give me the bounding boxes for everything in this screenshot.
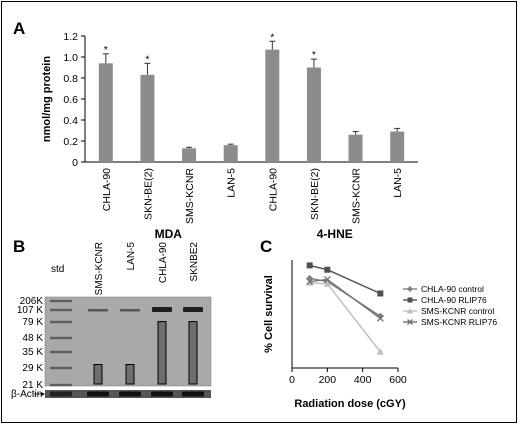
beta-actin-band <box>151 391 173 397</box>
beta-actin-band <box>87 391 109 397</box>
bar-chart-a: nmol/mg protein 0 0.2 0.4 0.6 0.8 1.0 1.2 * * * *… <box>41 31 418 241</box>
bar-chart-y-tick-label: 0.2 <box>63 136 78 148</box>
bar-chart-y-tick-label: 0.4 <box>63 115 78 127</box>
bar-chart-y-axis-title: nmol/mg protein <box>41 56 53 142</box>
bar-group-label: 4-HNE <box>317 227 353 241</box>
std-ladder-band <box>50 320 72 324</box>
bar <box>98 63 113 162</box>
densitometry-bar <box>93 364 103 385</box>
line-chart-x-axis-title: Radiation dose (cGY) <box>294 398 406 410</box>
blot-lane-label: LAN-5 <box>126 242 137 271</box>
blot-marker-label: 48 K <box>22 333 43 344</box>
bar-group-label: MDA <box>155 227 183 241</box>
bar-category-label: SKN-BE(2) <box>309 168 321 220</box>
blot-marker-label: 21 K <box>22 380 43 391</box>
bar-chart-y-tick-label: 1.2 <box>63 31 78 43</box>
bar <box>223 145 238 162</box>
bar-category-label: SKN-BE(2) <box>142 168 154 220</box>
rlip76-band <box>120 309 140 312</box>
densitometry-bar <box>125 364 135 385</box>
rlip76-band <box>88 309 108 312</box>
blot-lane-label: SKNBE2 <box>189 242 200 282</box>
line-marker-x <box>407 319 413 325</box>
bar-chart-y-tick-label: 1.0 <box>63 52 78 64</box>
bar <box>140 74 155 162</box>
significance-marker: * <box>312 49 316 61</box>
rlip76-band <box>152 307 172 312</box>
beta-actin-band <box>50 391 72 397</box>
bar <box>390 131 405 162</box>
line-marker-triangle <box>376 348 384 355</box>
blot-lane-label: SMS-KCNR <box>94 242 105 295</box>
line-chart-c: % Cell survival Radiation dose (cGY) 0 20… <box>263 260 497 410</box>
significance-marker: * <box>145 53 149 65</box>
panel-b-letter: B <box>13 237 25 256</box>
line-marker-diamond <box>376 312 384 320</box>
significance-marker: * <box>104 44 108 56</box>
panel-a-letter: A <box>13 19 25 38</box>
series-line <box>309 278 381 319</box>
line-marker-triangle <box>323 280 331 287</box>
line-chart-x-tick-label: 400 <box>354 374 372 386</box>
line-marker-square <box>306 262 313 269</box>
std-ladder-band <box>50 366 72 370</box>
std-ladder-band <box>50 336 72 340</box>
bar-category-label: CHLA-90 <box>267 168 279 211</box>
legend-entry-label: CHLA-90 control <box>421 284 484 294</box>
panel-c-letter: C <box>260 237 272 256</box>
blot-marker-label: 29 K <box>22 363 43 374</box>
blot-marker-label: 206K <box>20 296 44 307</box>
line-marker-x <box>306 278 314 286</box>
blot-marker-label: 79 K <box>22 317 43 328</box>
beta-actin-band <box>119 391 141 397</box>
bar-chart-y-tick-label: 0 <box>72 157 78 169</box>
beta-actin-band <box>182 391 204 397</box>
line-marker-x <box>376 314 384 322</box>
bar <box>182 148 197 162</box>
std-ladder-band <box>50 299 72 303</box>
blot-std-label: std <box>51 264 64 275</box>
bar-category-label: LAN-5 <box>392 168 404 198</box>
beta-actin-arrow-head <box>41 392 45 396</box>
bar <box>348 134 363 162</box>
bar <box>265 49 280 162</box>
legend-entry-label: SMS-KCNR RLIP76 <box>421 317 497 327</box>
blot-marker-label: 35 K <box>22 347 43 358</box>
bar-category-label: SMS-KCNR <box>184 168 196 224</box>
std-ladder-band <box>50 350 72 354</box>
bar-chart-y-tick-label: 0.8 <box>63 73 78 85</box>
bar-category-label: SMS-KCNR <box>351 168 363 224</box>
line-marker-square <box>324 266 331 273</box>
line-marker-diamond <box>407 286 413 292</box>
line-marker-square <box>407 297 413 303</box>
line-chart-x-tick-label: 200 <box>319 374 337 386</box>
legend-entry-label: SMS-KCNR control <box>421 306 494 316</box>
line-chart-x-tick-label: 0 <box>289 374 295 386</box>
line-marker-triangle <box>407 308 413 314</box>
beta-actin-label: β-Actin <box>11 389 42 400</box>
series-line <box>309 264 381 295</box>
densitometry-bar <box>188 321 198 385</box>
bar <box>306 67 321 162</box>
densitometry-bar <box>157 321 167 385</box>
significance-marker: * <box>270 31 274 43</box>
blot-lane-label: CHLA-90 <box>158 242 169 284</box>
line-marker-x <box>323 275 331 283</box>
bar-category-label: LAN-5 <box>226 168 238 198</box>
bar-category-label: CHLA-90 <box>101 168 113 211</box>
legend-entry-label: CHLA-90 RLIP76 <box>421 295 487 305</box>
blot-marker-label: 107 K <box>17 305 43 316</box>
std-ladder-band <box>50 383 72 387</box>
line-marker-square <box>377 290 384 297</box>
line-chart-x-tick-label: 600 <box>389 374 407 386</box>
bar-chart-y-tick-label: 0.6 <box>63 94 78 106</box>
line-chart-y-axis-title: % Cell survival <box>263 275 275 353</box>
std-ladder-band <box>50 308 72 312</box>
rlip76-band <box>183 307 203 312</box>
